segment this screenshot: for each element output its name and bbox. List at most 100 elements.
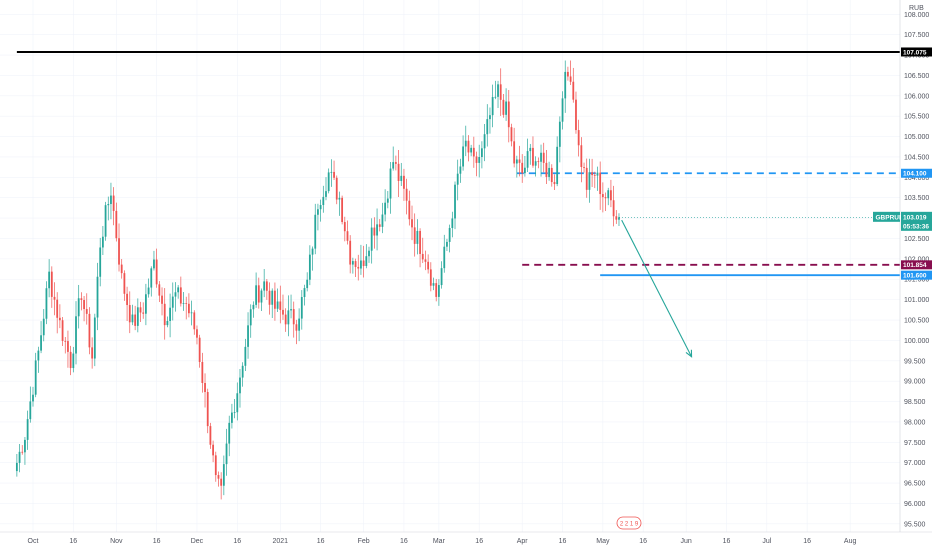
candle-body xyxy=(101,236,104,248)
y-tick-label: 99.000 xyxy=(904,379,926,386)
candle-body xyxy=(174,292,177,297)
candle-body xyxy=(93,317,96,359)
candle-body xyxy=(529,147,532,152)
level-badge-blue-solid xyxy=(901,270,932,280)
candle-body xyxy=(179,287,182,304)
candle-body xyxy=(564,71,567,99)
candle-body xyxy=(228,422,231,444)
candle-body xyxy=(21,451,24,453)
candle-body xyxy=(349,240,352,265)
candle-body xyxy=(34,360,37,395)
candle-body xyxy=(118,238,120,265)
y-tick-label: 106.000 xyxy=(904,93,929,100)
level-badge-label: 101.854 xyxy=(903,262,927,269)
y-tick-label: 97.000 xyxy=(904,460,926,467)
x-tick-label: 16 xyxy=(317,538,325,545)
candle-body xyxy=(252,304,255,310)
candle-body xyxy=(48,271,51,289)
candle-body xyxy=(335,177,338,200)
candle-body xyxy=(612,200,615,217)
candle-body xyxy=(448,228,451,242)
candle-body xyxy=(397,163,400,181)
x-tick-label: Oct xyxy=(28,538,39,545)
candle-body xyxy=(190,312,193,314)
candle-body xyxy=(188,303,190,314)
x-tick-label: Feb xyxy=(358,538,370,545)
candle-body xyxy=(96,276,99,318)
chart-grid xyxy=(0,0,900,532)
candle-body xyxy=(282,309,284,315)
candle-body xyxy=(325,191,327,197)
x-tick-label: 16 xyxy=(69,538,77,545)
candle-body xyxy=(556,146,559,185)
candle-body xyxy=(518,159,521,163)
candle-body xyxy=(284,314,287,325)
candle-body xyxy=(548,167,550,177)
events-icon[interactable]: 2 2 1 9 xyxy=(616,516,642,530)
x-tick-label: Apr xyxy=(517,538,529,545)
candle-body xyxy=(61,320,64,341)
candle-body xyxy=(177,287,180,293)
level-badge-label: 101.600 xyxy=(903,273,927,280)
y-tick-label: 99.500 xyxy=(904,358,926,365)
candle-body xyxy=(236,393,239,413)
candle-body xyxy=(69,351,72,369)
candle-body xyxy=(542,152,545,163)
y-tick-label: 100.500 xyxy=(904,318,929,325)
candle-body xyxy=(300,297,303,319)
time-axis[interactable]: Oct 16 Nov 16 Dec 16 2021 16 Feb 16 Mar 16 Apr 16 May 1… xyxy=(28,538,857,545)
candle-body xyxy=(389,168,392,199)
candle-body xyxy=(292,309,295,325)
x-tick-label: May xyxy=(596,538,610,545)
y-tick-label: 96.000 xyxy=(904,501,926,508)
price-badges: 107.075 104.100 101.854 101.600 GBPRUB 103.01… xyxy=(618,47,932,280)
candle-body xyxy=(381,214,384,227)
candle-body xyxy=(257,285,260,303)
candle-body xyxy=(214,455,217,476)
candle-body xyxy=(607,190,610,199)
candle-body xyxy=(147,287,150,295)
candle-body xyxy=(333,171,335,178)
candle-body xyxy=(72,353,75,369)
countdown-label: 05:53:36 xyxy=(903,223,929,230)
candle-body xyxy=(534,161,537,166)
candle-body xyxy=(443,246,446,269)
candle-body xyxy=(42,318,45,336)
candle-body xyxy=(225,443,228,465)
x-tick-label: 16 xyxy=(233,538,241,545)
y-tick-label: 103.500 xyxy=(904,195,929,202)
candle-body xyxy=(378,224,381,227)
candle-body xyxy=(303,288,306,298)
candle-body xyxy=(421,253,424,260)
y-tick-label: 95.500 xyxy=(904,521,926,528)
level-badge-maroon-dashed xyxy=(901,260,932,270)
candle-body xyxy=(249,309,252,326)
svg-text:2 2 1 9: 2 2 1 9 xyxy=(620,522,639,528)
candle-body xyxy=(171,296,174,308)
candle-body xyxy=(185,303,188,304)
candle-body xyxy=(56,299,59,318)
candle-body xyxy=(163,303,166,326)
candle-body xyxy=(276,301,279,309)
candle-body xyxy=(231,412,233,423)
candle-body xyxy=(537,161,540,163)
y-tick-label: 96.500 xyxy=(904,481,926,488)
candle-body xyxy=(274,290,276,309)
candle-body xyxy=(386,198,389,203)
x-tick-label: Aug xyxy=(844,538,857,545)
candle-body xyxy=(53,296,56,300)
candle-body xyxy=(486,119,489,135)
price-axis[interactable]: 95.500 96.000 96.500 97.000 97.500 98.000 98.5… xyxy=(904,12,929,529)
candle-body xyxy=(502,99,505,115)
candle-body xyxy=(287,310,290,325)
candle-body xyxy=(494,96,497,98)
candle-body xyxy=(437,285,440,297)
candle-body xyxy=(507,101,510,128)
candle-body xyxy=(368,250,370,257)
horizontal-levels[interactable] xyxy=(16,50,900,277)
forecast-arrow[interactable] xyxy=(621,219,693,358)
candle-body xyxy=(155,259,158,285)
candle-body xyxy=(583,167,585,168)
candle-body xyxy=(24,439,26,453)
